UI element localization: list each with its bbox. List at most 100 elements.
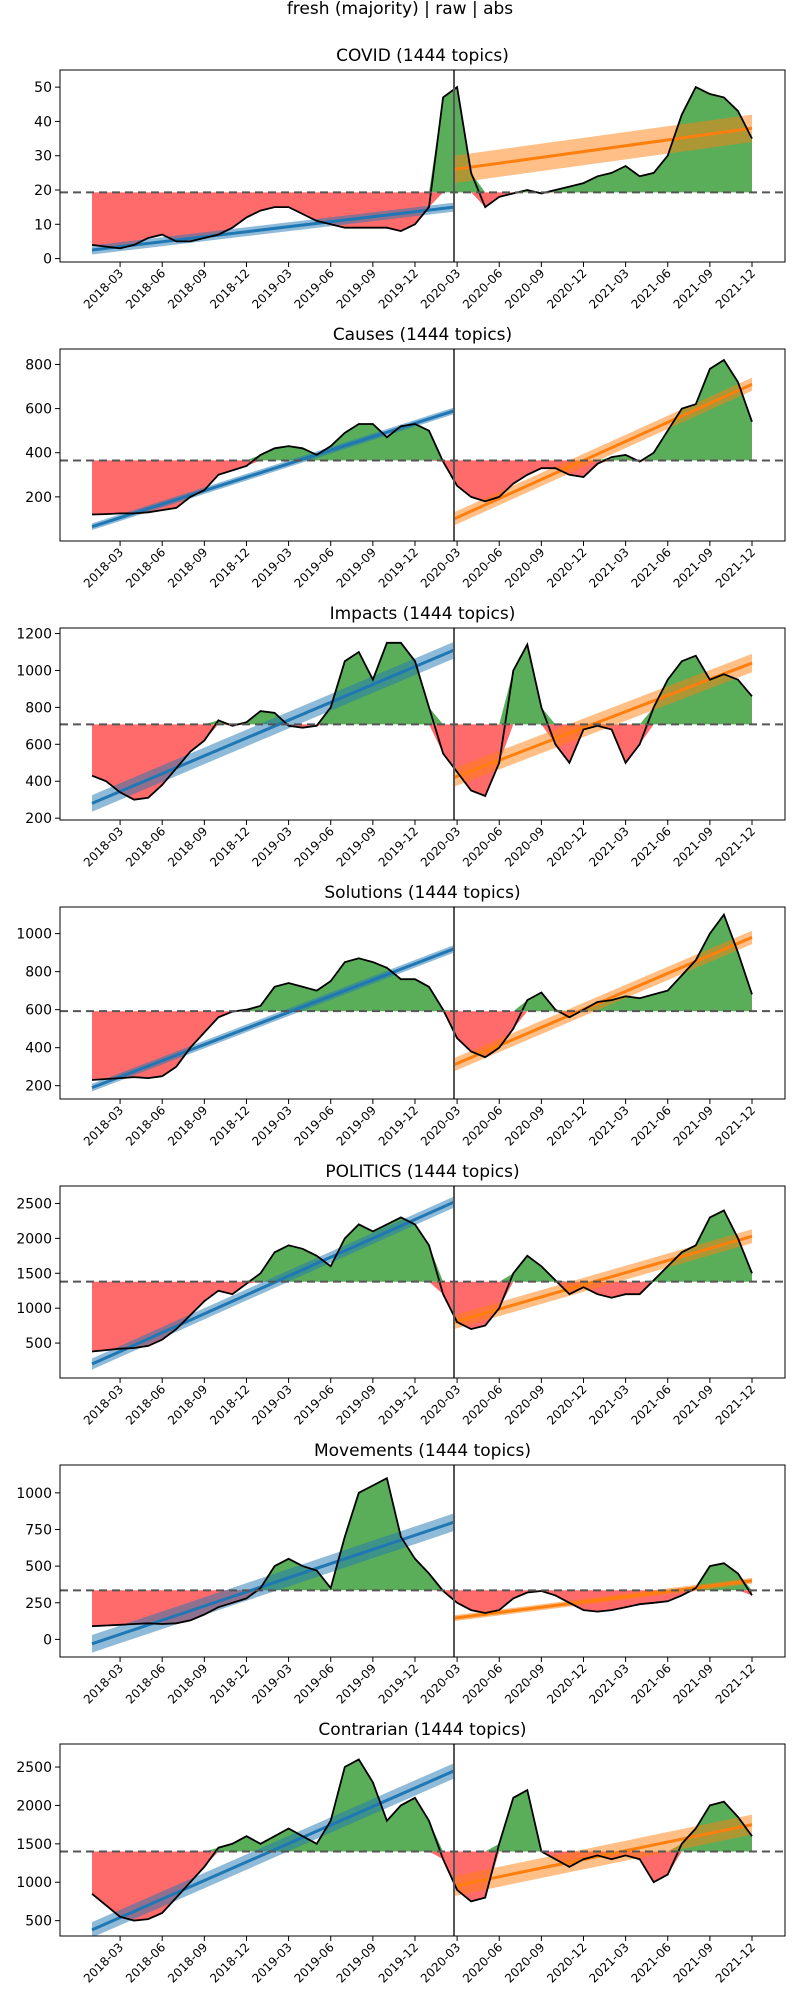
y-tick-label: 1000 xyxy=(16,663,52,679)
x-tick-label: 2021-06 xyxy=(629,266,674,311)
y-tick-label: 400 xyxy=(25,1041,52,1057)
y-tick-label: 10 xyxy=(34,217,52,233)
x-tick-label: 2018-12 xyxy=(207,1382,252,1427)
x-tick-label: 2019-09 xyxy=(334,824,379,869)
x-tick-label: 2019-06 xyxy=(291,545,336,590)
x-tick-label: 2019-06 xyxy=(291,1940,336,1985)
axes-frame xyxy=(59,906,786,1100)
series-line xyxy=(91,1476,753,1628)
x-tick-label: 2020-09 xyxy=(502,1103,547,1148)
x-tick-label: 2020-03 xyxy=(418,545,463,590)
series-line xyxy=(91,641,753,801)
y-tick-label: 0 xyxy=(43,1632,52,1648)
x-tick-label: 2018-03 xyxy=(81,266,126,311)
x-tick-label: 2020-03 xyxy=(418,1661,463,1706)
x-tick-label: 2019-09 xyxy=(334,1382,379,1427)
x-tick-label: 2021-03 xyxy=(586,266,631,311)
y-tick-label: 200 xyxy=(25,811,52,827)
x-tick-label: 2021-03 xyxy=(586,1382,631,1427)
x-tick-label: 2021-12 xyxy=(713,1940,758,1985)
above-baseline-area xyxy=(92,642,752,725)
x-tick-label: 2018-12 xyxy=(207,1103,252,1148)
y-tick-label: 600 xyxy=(25,737,52,753)
x-tick-label: 2018-09 xyxy=(165,824,210,869)
x-tick-label: 2021-09 xyxy=(671,1940,716,1985)
y-tick-label: 800 xyxy=(25,357,52,373)
pre-fit-line xyxy=(91,947,455,1089)
x-tick-label: 2021-06 xyxy=(629,1661,674,1706)
pre-fit-line xyxy=(91,1769,455,1932)
x-tick-label: 2020-06 xyxy=(460,1382,505,1427)
y-tick-label: 250 xyxy=(25,1596,52,1612)
axes-frame xyxy=(59,1743,786,1937)
x-tick-label: 2020-12 xyxy=(544,1382,589,1427)
series-line xyxy=(91,912,753,1081)
y-tick-label: 1500 xyxy=(16,1266,52,1282)
panels: COVID (1444 topics)010203040502018-03201… xyxy=(16,46,786,1986)
x-tick-label: 2018-12 xyxy=(207,1940,252,1985)
panel-1: Causes (1444 topics)2004006008002018-032… xyxy=(25,325,786,591)
x-tick-label: 2019-12 xyxy=(376,824,421,869)
x-tick-label: 2021-03 xyxy=(586,1661,631,1706)
x-tick-label: 2019-09 xyxy=(334,1940,379,1985)
x-tick-label: 2020-06 xyxy=(460,1103,505,1148)
x-tick-label: 2021-09 xyxy=(671,824,716,869)
x-tick-label: 2021-03 xyxy=(586,545,631,590)
x-tick-label: 2021-06 xyxy=(629,1382,674,1427)
figure-title: fresh (majority) | raw | abs xyxy=(287,0,513,19)
x-tick-label: 2019-09 xyxy=(334,1103,379,1148)
plot-area xyxy=(60,628,785,820)
above-baseline-area xyxy=(92,87,752,193)
y-tick-label: 400 xyxy=(25,446,52,462)
below-baseline-area xyxy=(92,724,752,800)
x-tick-label: 2020-12 xyxy=(544,266,589,311)
y-tick-label: 1500 xyxy=(16,1837,52,1853)
x-tick-label: 2020-06 xyxy=(460,824,505,869)
x-tick-label: 2021-09 xyxy=(671,1103,716,1148)
x-tick-label: 2021-12 xyxy=(713,266,758,311)
y-tick-label: 1000 xyxy=(16,1301,52,1317)
panel-6: Contrarian (1444 topics) 500 1000 1500 2000 2… xyxy=(16,1720,786,1986)
post-fit-line xyxy=(453,661,753,779)
axes-frame xyxy=(59,1464,786,1658)
x-tick-label: 2019-03 xyxy=(249,545,294,590)
x-tick-label: 2018-06 xyxy=(123,824,168,869)
x-tick-label: 2020-12 xyxy=(544,1661,589,1706)
x-tick-label: 2018-12 xyxy=(207,824,252,869)
x-tick-label: 2018-09 xyxy=(165,266,210,311)
panel-title: Causes (1444 topics) xyxy=(333,325,512,345)
x-tick-label: 2021-09 xyxy=(671,1661,716,1706)
series-line xyxy=(91,85,753,250)
x-tick-label: 2020-06 xyxy=(460,1940,505,1985)
y-tick-label: 0 xyxy=(43,252,52,268)
x-tick-label: 2018-09 xyxy=(165,1940,210,1985)
x-tick-label: 2020-03 xyxy=(418,266,463,311)
x-tick-label: 2019-03 xyxy=(249,266,294,311)
panel-title: Impacts (1444 topics) xyxy=(330,604,516,624)
x-tick-label: 2020-12 xyxy=(544,1940,589,1985)
series-line xyxy=(91,1758,753,1922)
panel-title: Movements (1444 topics) xyxy=(314,1441,531,1461)
axes-frame xyxy=(59,1185,786,1379)
panel-title: COVID (1444 topics) xyxy=(336,46,509,66)
x-tick-label: 2020-09 xyxy=(502,1940,547,1985)
x-tick-label: 2020-09 xyxy=(502,824,547,869)
x-tick-label: 2019-06 xyxy=(291,824,336,869)
pre-fit-line xyxy=(91,409,455,529)
y-tick-label: 600 xyxy=(25,1003,52,1019)
above-baseline-area xyxy=(92,1210,752,1282)
x-tick-label: 2021-12 xyxy=(713,1382,758,1427)
plot-area xyxy=(60,1744,785,1936)
x-tick-label: 2021-09 xyxy=(671,1382,716,1427)
panel-title: Solutions (1444 topics) xyxy=(324,883,520,903)
plot-area xyxy=(60,349,785,541)
y-tick-label: 200 xyxy=(25,1079,52,1095)
y-tick-label: 600 xyxy=(25,402,52,418)
x-tick-label: 2020-09 xyxy=(502,545,547,590)
y-tick-label: 800 xyxy=(25,700,52,716)
y-tick-label: 200 xyxy=(25,490,52,506)
x-tick-label: 2019-03 xyxy=(249,1382,294,1427)
x-tick-label: 2020-06 xyxy=(460,545,505,590)
y-tick-label: 2000 xyxy=(16,1231,52,1247)
